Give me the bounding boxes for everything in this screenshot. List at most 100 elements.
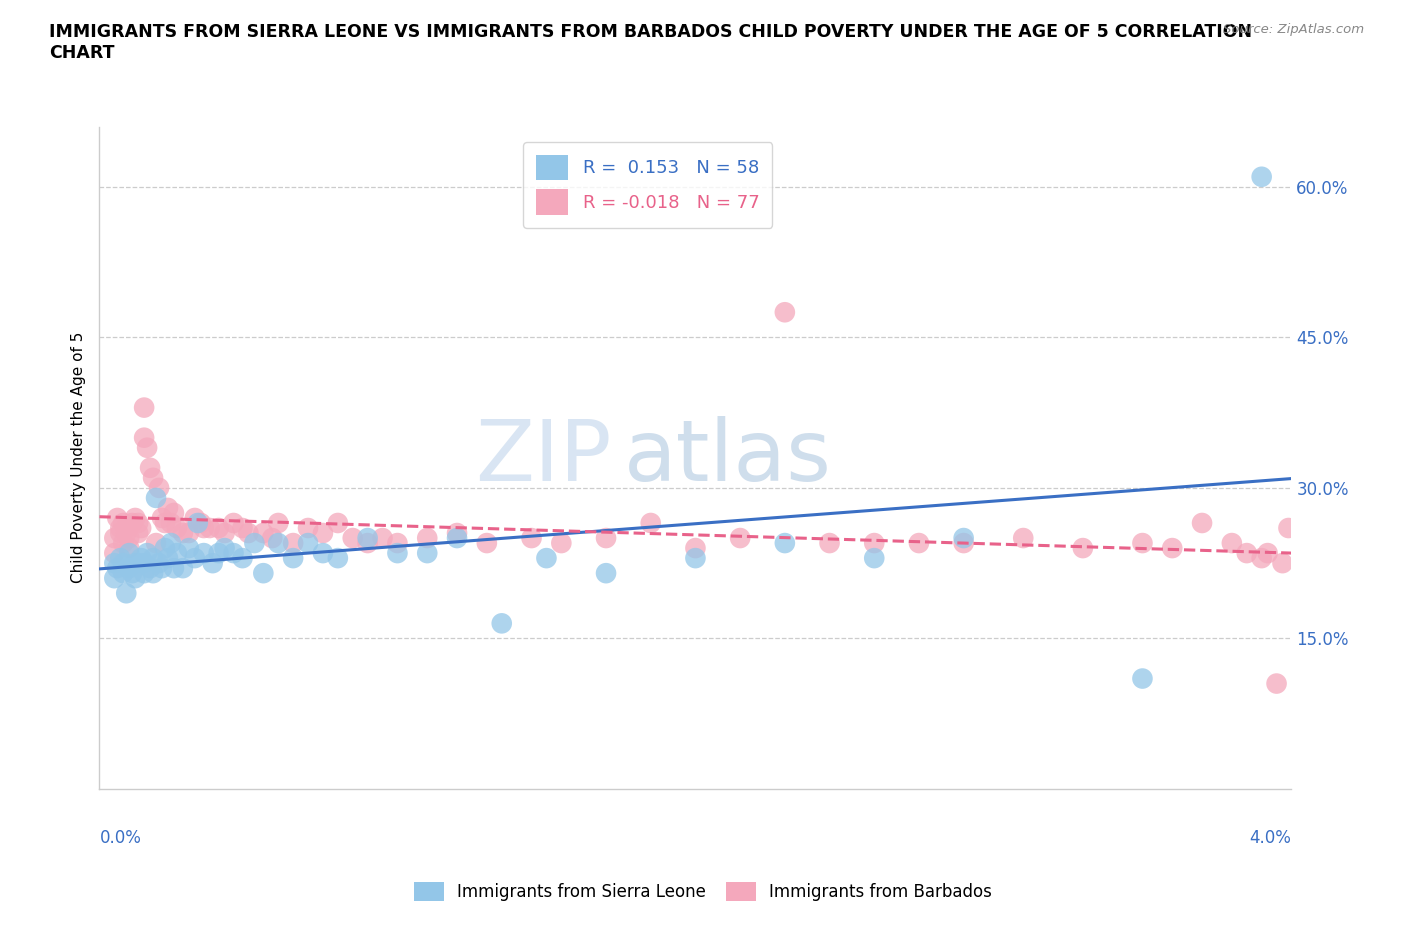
Point <box>129 551 152 565</box>
Point <box>115 525 138 540</box>
Point <box>121 565 143 580</box>
Point <box>446 525 468 540</box>
Point <box>728 531 751 546</box>
Point <box>520 531 543 546</box>
Legend: Immigrants from Sierra Leone, Immigrants from Barbados: Immigrants from Sierra Leone, Immigrants… <box>408 875 998 908</box>
Point <box>127 556 149 571</box>
Point <box>297 536 319 551</box>
Point <box>297 521 319 536</box>
Point <box>142 471 165 485</box>
Point <box>222 515 245 530</box>
Point <box>1161 540 1184 555</box>
Point <box>1277 521 1299 536</box>
Point <box>148 556 170 571</box>
Point <box>243 536 266 551</box>
Point <box>1271 556 1294 571</box>
Point <box>153 540 176 555</box>
Point <box>142 551 165 565</box>
Point <box>124 571 146 586</box>
Point <box>952 536 974 551</box>
Point <box>103 571 125 586</box>
Point <box>231 551 253 565</box>
Point <box>139 561 162 576</box>
Point <box>134 400 156 415</box>
Point <box>262 531 284 546</box>
Point <box>356 536 378 551</box>
Point <box>112 565 135 580</box>
Point <box>172 525 194 540</box>
Point <box>172 561 194 576</box>
Y-axis label: Child Poverty Under the Age of 5: Child Poverty Under the Age of 5 <box>72 332 86 583</box>
Point <box>640 515 662 530</box>
Point <box>312 546 335 561</box>
Text: IMMIGRANTS FROM SIERRA LEONE VS IMMIGRANTS FROM BARBADOS CHILD POVERTY UNDER THE: IMMIGRANTS FROM SIERRA LEONE VS IMMIGRAN… <box>49 23 1253 62</box>
Point <box>281 536 304 551</box>
Point <box>166 546 188 561</box>
Point <box>127 525 149 540</box>
Point <box>134 556 156 571</box>
Point <box>103 556 125 571</box>
Legend: R =  0.153   N = 58, R = -0.018   N = 77: R = 0.153 N = 58, R = -0.018 N = 77 <box>523 142 772 228</box>
Point <box>134 565 156 580</box>
Point <box>115 586 138 601</box>
Point <box>118 561 141 576</box>
Point <box>156 551 179 565</box>
Text: atlas: atlas <box>624 417 832 499</box>
Point <box>595 531 617 546</box>
Point <box>124 511 146 525</box>
Point <box>952 531 974 546</box>
Point <box>863 551 886 565</box>
Point <box>193 546 215 561</box>
Point <box>550 536 572 551</box>
Point <box>110 521 132 536</box>
Point <box>1132 671 1154 686</box>
Point <box>387 536 409 551</box>
Point <box>446 531 468 546</box>
Point <box>1132 536 1154 551</box>
Point <box>142 565 165 580</box>
Point <box>103 546 125 561</box>
Point <box>121 515 143 530</box>
Point <box>127 515 149 530</box>
Point <box>1265 676 1288 691</box>
Point <box>160 536 183 551</box>
Point <box>818 536 841 551</box>
Point <box>267 536 290 551</box>
Point <box>110 525 132 540</box>
Point <box>1250 551 1272 565</box>
Point <box>371 531 394 546</box>
Point <box>416 546 439 561</box>
Point <box>118 531 141 546</box>
Point <box>156 500 179 515</box>
Point <box>252 525 274 540</box>
Point <box>773 536 796 551</box>
Point <box>214 540 236 555</box>
Point <box>115 521 138 536</box>
Point <box>252 565 274 580</box>
Point <box>134 431 156 445</box>
Point <box>129 521 152 536</box>
Point <box>177 525 200 540</box>
Point <box>150 511 173 525</box>
Point <box>136 440 159 455</box>
Point <box>222 546 245 561</box>
Point <box>1250 169 1272 184</box>
Point <box>112 536 135 551</box>
Point <box>267 515 290 530</box>
Point <box>685 540 707 555</box>
Point <box>342 531 364 546</box>
Point <box>201 556 224 571</box>
Point <box>193 521 215 536</box>
Point <box>238 525 260 540</box>
Point <box>491 616 513 631</box>
Point <box>139 460 162 475</box>
Text: ZIP: ZIP <box>475 417 612 499</box>
Point <box>145 490 167 505</box>
Point <box>326 551 349 565</box>
Point <box>136 546 159 561</box>
Point <box>160 515 183 530</box>
Point <box>103 531 125 546</box>
Point <box>1236 546 1258 561</box>
Point <box>184 511 207 525</box>
Point <box>177 540 200 555</box>
